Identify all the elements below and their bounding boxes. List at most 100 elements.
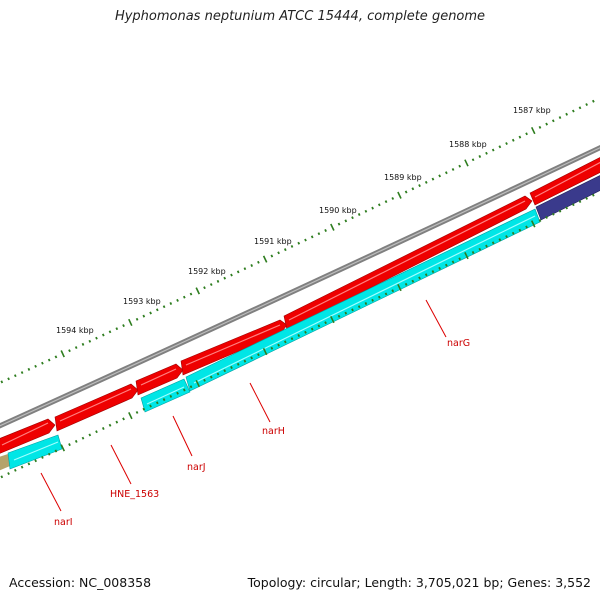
ruler-major-tick [464, 159, 469, 167]
ruler-minor-tick [27, 462, 31, 466]
ruler-minor-tick [34, 459, 38, 463]
ruler-minor-tick [478, 155, 482, 158]
ruler-minor-tick [189, 385, 193, 389]
ruler-minor-tick [571, 203, 575, 207]
ruler-major-tick [262, 255, 268, 263]
gene-arrow-partial[interactable] [0, 454, 10, 472]
ruler-minor-tick [0, 380, 4, 384]
ruler-minor-tick [324, 229, 327, 232]
ruler-minor-tick [270, 254, 274, 258]
ruler-minor-tick [95, 336, 98, 340]
ruler-minor-tick [404, 190, 408, 194]
ruler-minor-tick [290, 337, 294, 341]
reverse-track [0, 175, 600, 472]
gene-label-narJ[interactable]: narJ [187, 462, 206, 473]
ruler-minor-tick [364, 302, 368, 305]
ruler-minor-tick [565, 112, 569, 116]
topology-summary: Topology: circular; Length: 3,705,021 bp… [247, 575, 591, 590]
ruler-major-tick [330, 223, 335, 231]
ruler-minor-tick [7, 377, 10, 381]
ruler-label: 1593 kbp [123, 297, 161, 306]
ruler-minor-tick [518, 135, 522, 139]
ruler-minor-tick [41, 361, 44, 365]
leader-line [40, 472, 62, 512]
ruler-major-tick [128, 318, 133, 327]
ruler-minor-tick [20, 371, 24, 374]
ruler-minor-tick [344, 311, 348, 315]
ruler-minor-tick [592, 99, 595, 103]
ruler-minor-tick [471, 158, 475, 162]
ruler-minor-tick [236, 362, 240, 366]
ruler-minor-tick [230, 273, 233, 277]
ruler-minor-tick [149, 404, 152, 408]
ruler-minor-tick [54, 355, 58, 359]
ruler-major-tick [60, 350, 65, 358]
ruler-minor-tick [371, 206, 374, 210]
ruler-minor-tick [545, 216, 548, 219]
gene-arrow-other[interactable] [535, 175, 600, 221]
ruler-major-tick [262, 347, 268, 356]
gene-arrow[interactable] [283, 195, 533, 331]
ruler-minor-tick [243, 359, 247, 363]
ruler-minor-tick [250, 356, 254, 360]
ruler-minor-tick [236, 270, 240, 274]
accession-text: Accession: NC_008358 [9, 575, 152, 590]
ruler-minor-tick [81, 436, 85, 440]
ruler-minor-tick [471, 251, 475, 254]
ruler-minor-tick [357, 213, 361, 216]
ruler-labels: 1587 kbp 1588 kbp 1589 kbp 1590 kbp 1591… [56, 106, 551, 335]
gene-label-HNE_1563[interactable]: HNE_1563 [110, 489, 159, 500]
ruler-minor-tick [142, 314, 146, 318]
ruler-minor-tick [444, 171, 448, 175]
ruler-minor-tick [142, 407, 146, 411]
gene-label-narG[interactable]: narG [447, 338, 470, 349]
ruler-major-tick [195, 379, 201, 388]
ruler-minor-tick [270, 346, 274, 350]
ruler-minor-tick [108, 330, 112, 334]
ruler-minor-tick [391, 289, 395, 293]
ruler-minor-tick [310, 327, 314, 331]
ruler-minor-tick [13, 468, 17, 472]
ruler-ticks-outer [0, 99, 595, 384]
ruler-minor-tick [95, 430, 98, 434]
leader-line [249, 382, 271, 423]
ruler-minor-tick [257, 260, 260, 264]
ruler-minor-tick [283, 248, 287, 252]
ruler-minor-tick [149, 311, 152, 315]
ruler-minor-tick [491, 148, 495, 152]
ruler-minor-tick [391, 196, 395, 200]
ruler-minor-tick [404, 282, 408, 286]
gene-arrow[interactable] [0, 418, 56, 455]
ruler-major-tick [397, 283, 402, 292]
ruler-minor-tick [411, 187, 415, 191]
ruler-label: 1590 kbp [319, 206, 357, 215]
ruler-minor-tick [491, 241, 495, 245]
ruler-minor-tick [169, 394, 173, 398]
ruler-minor-tick [418, 184, 421, 188]
ruler-minor-tick [176, 391, 179, 395]
ruler-label: 1589 kbp [384, 173, 422, 182]
ruler-minor-tick [518, 228, 522, 232]
ruler-minor-tick [351, 308, 354, 312]
ruler-minor-tick [418, 276, 421, 280]
ruler-minor-tick [54, 449, 58, 453]
ruler-minor-tick [108, 423, 112, 427]
ruler-minor-tick [357, 305, 361, 309]
ruler-minor-tick [0, 475, 4, 479]
ruler-minor-tick [337, 222, 341, 226]
ruler-minor-tick [20, 465, 24, 469]
gene-labels: narG narH narJ HNE_1563 narI [40, 299, 470, 528]
ruler-minor-tick [317, 232, 321, 236]
ruler-minor-tick [377, 203, 381, 207]
gene-label-narI[interactable]: narI [54, 517, 73, 528]
ruler-minor-tick [310, 235, 314, 239]
ruler-minor-tick [558, 209, 562, 213]
ruler-minor-tick [34, 364, 37, 368]
ruler-minor-tick [545, 122, 549, 126]
gene-label-narH[interactable]: narH [262, 426, 285, 437]
ruler-minor-tick [115, 420, 119, 424]
ruler-label: 1591 kbp [254, 237, 292, 246]
ruler-minor-tick [88, 339, 92, 343]
ruler-minor-tick [257, 353, 260, 357]
